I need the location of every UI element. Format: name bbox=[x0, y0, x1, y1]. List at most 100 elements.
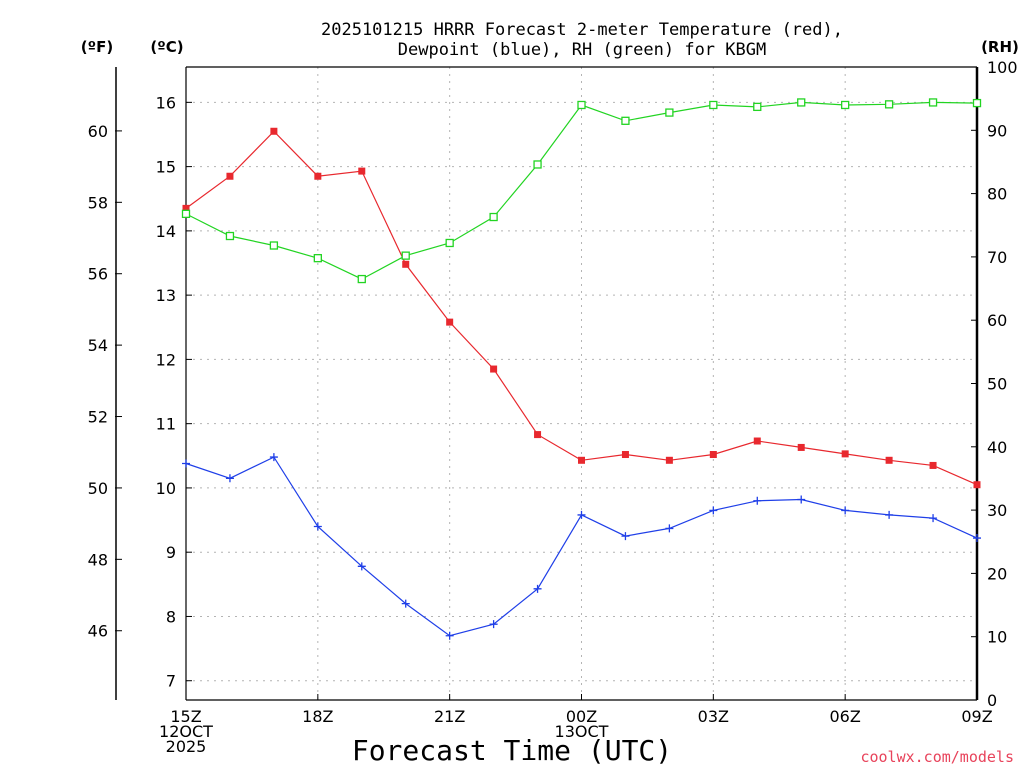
celsius-tick-label: 7 bbox=[166, 672, 176, 691]
point-dewpoint bbox=[621, 532, 630, 541]
rh-tick-label: 50 bbox=[987, 375, 1007, 394]
fahrenheit-tick-label: 54 bbox=[88, 336, 108, 355]
point-dewpoint bbox=[357, 562, 366, 571]
x-axis-title: Forecast Time (UTC) bbox=[352, 734, 672, 767]
point-dewpoint bbox=[445, 631, 454, 640]
rh-unit-label: (RH) bbox=[981, 38, 1019, 56]
x-tick-label: 09Z bbox=[961, 707, 992, 726]
point-temperature bbox=[709, 451, 717, 459]
point-rh bbox=[181, 209, 191, 219]
point-rh bbox=[621, 116, 630, 125]
point-temperature bbox=[797, 443, 805, 451]
point-dewpoint bbox=[225, 474, 234, 483]
series-layer bbox=[181, 98, 982, 640]
fahrenheit-tick-label: 60 bbox=[88, 122, 108, 141]
celsius-tick-label: 10 bbox=[156, 479, 176, 498]
point-temperature bbox=[753, 437, 761, 445]
x-tick-label: 12OCT bbox=[159, 722, 213, 741]
point-temperature bbox=[490, 365, 498, 373]
series-line-dewpoint bbox=[185, 456, 978, 637]
celsius-tick-label: 12 bbox=[156, 350, 176, 369]
celsius-tick-label: 13 bbox=[156, 286, 176, 305]
rh-tick-label: 20 bbox=[987, 564, 1007, 583]
rh-tick-label: 40 bbox=[987, 438, 1007, 457]
point-rh bbox=[884, 100, 894, 109]
rh-tick-label: 10 bbox=[987, 628, 1007, 647]
celsius-tick-label: 11 bbox=[156, 415, 176, 434]
x-tick-label: 13OCT bbox=[555, 722, 609, 741]
point-rh bbox=[753, 102, 762, 112]
point-temperature bbox=[314, 172, 322, 180]
x-tick-label: 00Z bbox=[566, 707, 597, 726]
rh-tick-label: 70 bbox=[987, 248, 1007, 267]
fahrenheit-unit-label: (ºF) bbox=[81, 38, 113, 56]
rh-tick-label: 80 bbox=[987, 185, 1007, 204]
point-temperature bbox=[841, 450, 849, 458]
point-rh bbox=[357, 274, 366, 284]
point-rh bbox=[841, 100, 850, 110]
celsius-tick-label: 8 bbox=[166, 607, 176, 626]
point-temperature bbox=[929, 461, 937, 469]
rh-tick-label: 30 bbox=[987, 501, 1007, 520]
point-rh bbox=[928, 98, 938, 107]
fahrenheit-tick-label: 46 bbox=[88, 622, 108, 641]
axes: 7 8 9 10 11 12 13 14 15 16 46 48 50 52 54 56 58 60 0 10 20 30… bbox=[88, 58, 1018, 756]
point-dewpoint bbox=[841, 506, 850, 515]
point-rh bbox=[972, 98, 982, 108]
rh-tick-label: 0 bbox=[987, 691, 997, 710]
point-temperature bbox=[358, 167, 366, 175]
chart-title-line-2: Dewpoint (blue), RH (green) for KBGM bbox=[398, 40, 766, 60]
point-dewpoint bbox=[709, 506, 718, 515]
point-rh bbox=[313, 254, 322, 263]
celsius-tick-label: 15 bbox=[156, 158, 176, 177]
fahrenheit-tick-label: 50 bbox=[88, 479, 108, 498]
rh-tick-label: 60 bbox=[987, 311, 1007, 330]
point-dewpoint bbox=[577, 510, 586, 519]
point-rh bbox=[577, 100, 586, 110]
point-temperature bbox=[621, 451, 629, 459]
fahrenheit-tick-label: 56 bbox=[88, 265, 108, 284]
point-temperature bbox=[578, 456, 585, 464]
x-tick-label: 2025 bbox=[166, 737, 207, 756]
celsius-tick-label: 14 bbox=[156, 222, 176, 241]
x-tick-label: 06Z bbox=[830, 707, 861, 726]
point-temperature bbox=[665, 456, 673, 464]
point-temperature bbox=[226, 172, 234, 180]
point-dewpoint bbox=[182, 459, 190, 468]
point-temperature bbox=[885, 456, 893, 464]
celsius-unit-label: (ºC) bbox=[150, 38, 183, 56]
point-dewpoint bbox=[973, 534, 981, 543]
point-dewpoint bbox=[885, 510, 894, 519]
fahrenheit-tick-label: 52 bbox=[88, 408, 108, 427]
point-rh bbox=[665, 108, 674, 117]
rh-tick-label: 90 bbox=[987, 121, 1007, 140]
point-rh bbox=[269, 241, 279, 250]
series-line-rh bbox=[185, 101, 978, 280]
point-dewpoint bbox=[753, 496, 762, 505]
x-tick-label: 03Z bbox=[698, 707, 729, 726]
point-temperature bbox=[270, 127, 278, 135]
series-rh bbox=[181, 98, 982, 284]
point-dewpoint bbox=[929, 514, 938, 523]
point-rh bbox=[489, 212, 498, 222]
rh-tick-label: 100 bbox=[987, 58, 1018, 77]
point-rh bbox=[797, 98, 806, 107]
series-temperature bbox=[182, 127, 981, 489]
point-rh bbox=[225, 231, 235, 241]
series-dewpoint bbox=[182, 453, 981, 640]
chart-title-line-1: 2025101215 HRRR Forecast 2-meter Tempera… bbox=[321, 20, 843, 40]
fahrenheit-tick-label: 58 bbox=[88, 193, 108, 212]
celsius-tick-label: 16 bbox=[156, 93, 176, 112]
plot-frame bbox=[115, 66, 979, 701]
point-rh bbox=[709, 100, 718, 110]
point-temperature bbox=[973, 481, 981, 489]
x-tick-label: 18Z bbox=[302, 707, 333, 726]
point-temperature bbox=[182, 204, 190, 212]
credit-text: coolwx.com/models bbox=[860, 748, 1014, 766]
point-rh bbox=[533, 160, 542, 169]
fahrenheit-tick-label: 48 bbox=[88, 550, 108, 569]
point-dewpoint bbox=[665, 524, 674, 533]
x-tick-label: 21Z bbox=[434, 707, 465, 726]
point-rh bbox=[401, 251, 410, 260]
